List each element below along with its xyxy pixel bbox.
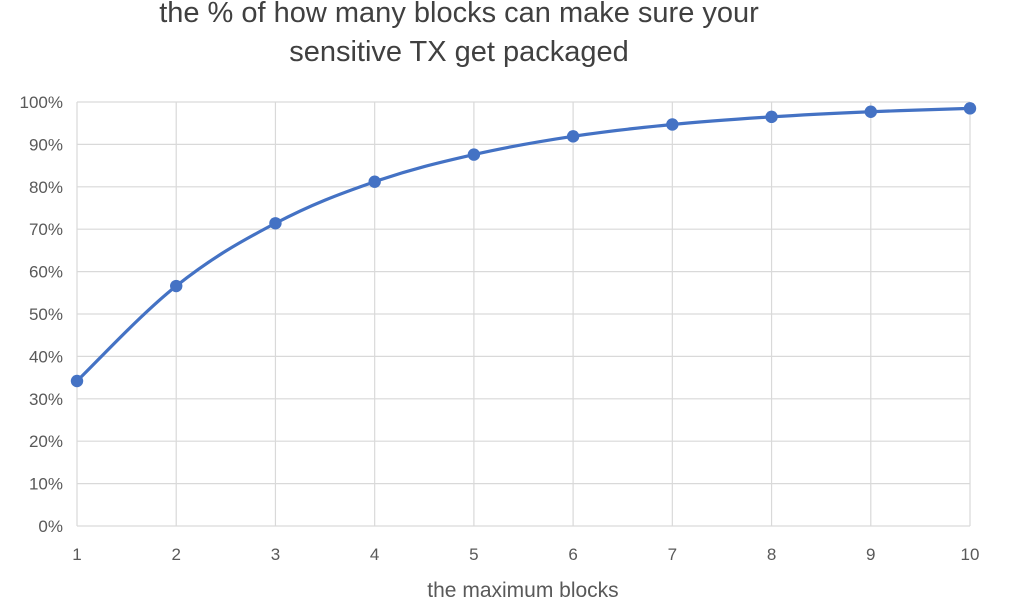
x-tick-label: 2 [171, 545, 180, 564]
x-axis-label: the maximum blocks [427, 579, 618, 602]
data-point-marker [963, 102, 977, 115]
data-point-marker [864, 105, 877, 118]
y-tick-label: 0% [38, 517, 63, 536]
y-tick-label: 90% [29, 135, 63, 154]
chart-title-line-1: the % of how many blocks can make sure y… [159, 0, 759, 29]
x-tick-label: 6 [568, 545, 577, 564]
x-tick-label: 5 [469, 545, 478, 564]
x-axis-tick-labels: 1 2 3 4 5 6 7 8 9 10 [72, 545, 979, 564]
data-point-marker [170, 279, 183, 293]
x-tick-label: 4 [370, 545, 379, 564]
data-point-marker [269, 217, 282, 230]
x-tick-label: 7 [668, 545, 677, 564]
x-tick-label: 9 [866, 545, 875, 564]
data-point-marker [566, 130, 580, 143]
chart-title: the % of how many blocks can make sure y… [159, 0, 759, 68]
data-point-marker [467, 148, 481, 161]
y-axis-tick-labels: 0% 10% 20% 30% 40% 50% 60% 70% 80% 90% 100% [20, 93, 63, 536]
x-tick-label: 1 [72, 545, 81, 564]
x-tick-label: 10 [961, 545, 980, 564]
y-tick-label: 70% [29, 220, 63, 239]
gridlines [76, 101, 971, 527]
series-line [75, 106, 972, 383]
data-point-marker [368, 175, 381, 188]
y-tick-label: 40% [29, 347, 63, 366]
y-tick-label: 100% [20, 93, 63, 112]
y-tick-label: 80% [29, 178, 63, 197]
y-tick-label: 20% [29, 432, 63, 451]
y-tick-label: 50% [29, 305, 63, 324]
y-tick-label: 10% [29, 475, 63, 494]
data-series [70, 102, 977, 388]
x-tick-label: 8 [767, 545, 776, 564]
chart-title-line-2: sensitive TX get packaged [289, 36, 629, 68]
x-tick-label: 3 [271, 545, 280, 564]
y-tick-label: 30% [29, 390, 63, 409]
data-point-marker [70, 374, 84, 388]
data-point-marker [765, 110, 778, 124]
data-point-marker [666, 118, 679, 131]
y-tick-label: 60% [29, 263, 63, 282]
